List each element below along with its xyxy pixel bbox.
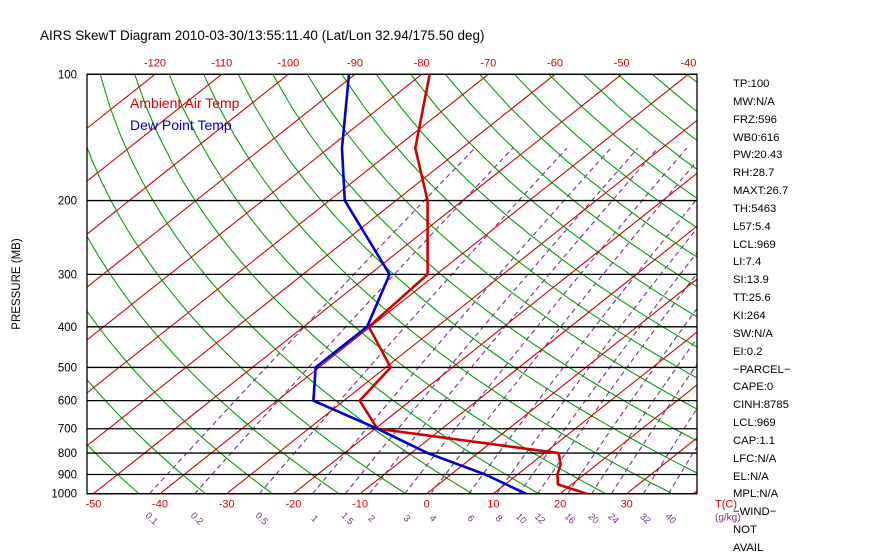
svg-text:-70: -70 [480,57,496,69]
svg-text:-20: -20 [285,499,301,511]
svg-text:Ambient Air Temp: Ambient Air Temp [130,95,240,111]
svg-text:800: 800 [58,448,77,460]
svg-text:600: 600 [58,396,77,408]
svg-text:PRESSURE (MB): PRESSURE (MB) [11,238,23,330]
svg-text:-40: -40 [152,499,168,511]
svg-text:900: 900 [58,470,77,482]
svg-text:100: 100 [58,69,77,81]
svg-text:-30: -30 [219,499,235,511]
svg-text:30: 30 [621,499,633,511]
svg-text:400: 400 [58,322,77,334]
svg-text:-50: -50 [85,499,101,511]
svg-text:700: 700 [58,424,77,436]
svg-text:-120: -120 [144,57,166,69]
svg-text:-100: -100 [277,57,299,69]
svg-text:-50: -50 [614,57,630,69]
svg-text:-90: -90 [347,57,363,69]
svg-text:200: 200 [58,196,77,208]
svg-text:500: 500 [58,362,77,374]
svg-text:AIRS SkewT Diagram 2010-03-30/: AIRS SkewT Diagram 2010-03-30/13:55:11.4… [40,28,485,43]
svg-text:1000: 1000 [51,489,77,501]
svg-text:-110: -110 [211,57,232,69]
svg-text:-40: -40 [680,57,696,69]
svg-text:300: 300 [58,269,77,281]
svg-text:Dew Point Temp: Dew Point Temp [130,117,232,133]
svg-text:-80: -80 [414,57,430,69]
svg-text:20: 20 [554,499,566,511]
svg-text:10: 10 [487,499,499,511]
svg-text:-10: -10 [352,499,368,511]
svg-text:-60: -60 [547,57,563,69]
svg-text:0: 0 [424,499,430,511]
